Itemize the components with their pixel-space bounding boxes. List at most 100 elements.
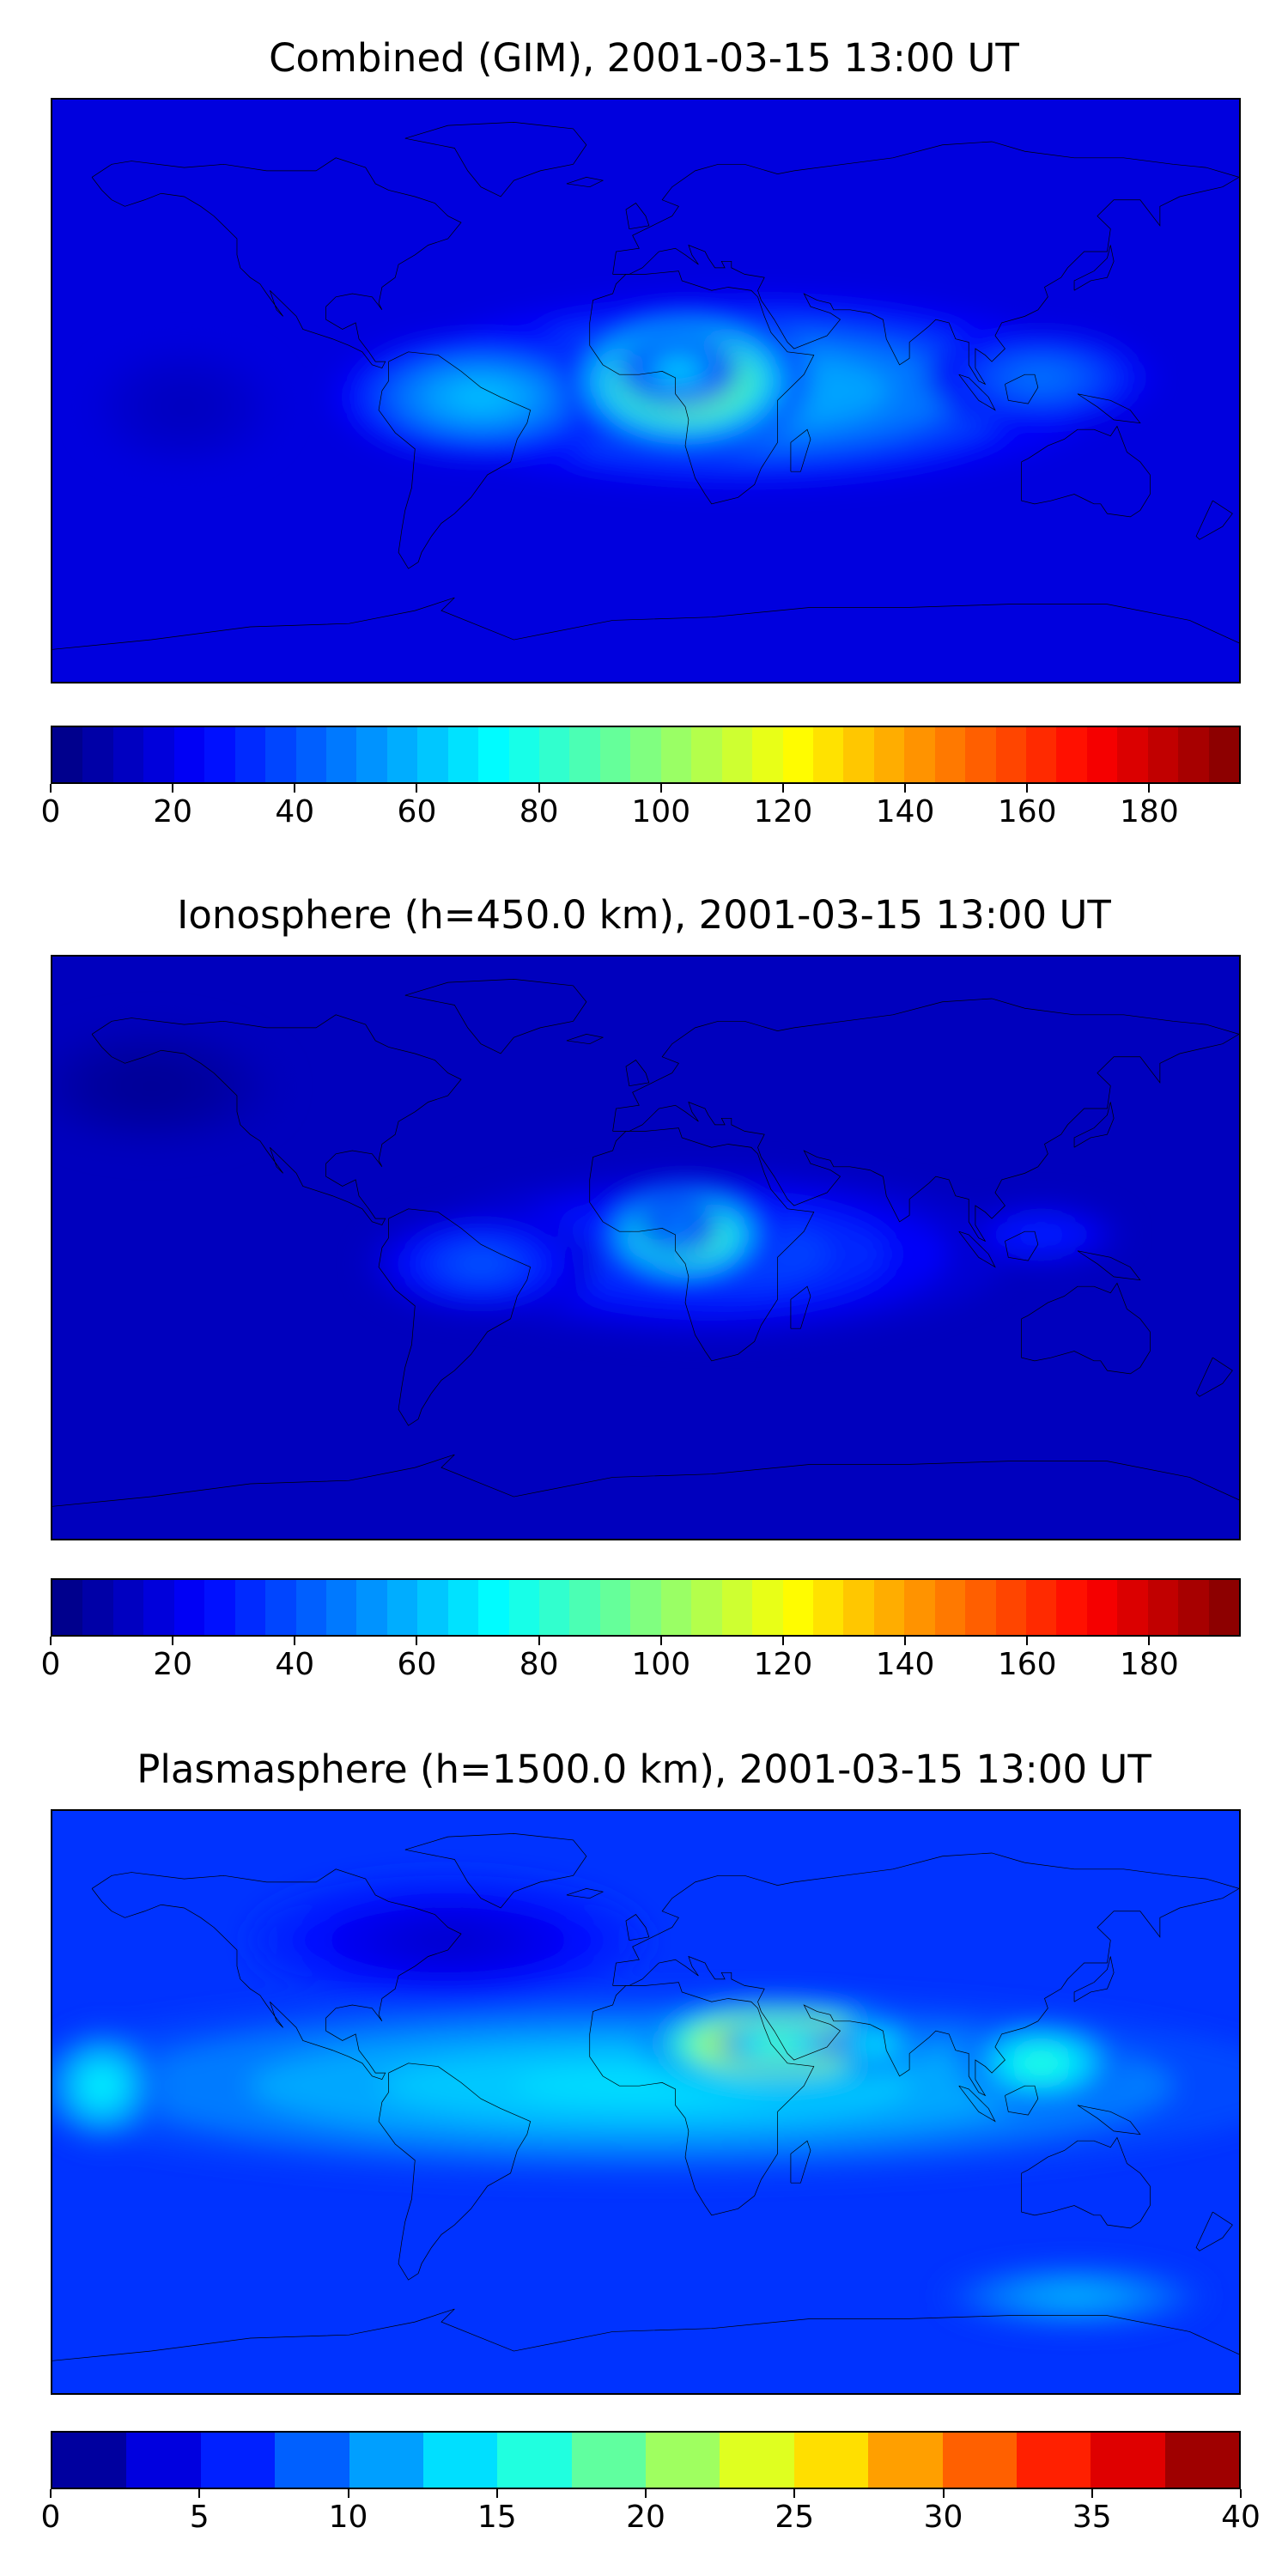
coastline: [405, 979, 586, 1054]
coastline: [791, 429, 811, 471]
coastline: [1196, 501, 1232, 539]
colorbar-tick-label: 15: [477, 2500, 517, 2535]
colorbar-swatch: [508, 727, 539, 782]
colorbar-swatch: [904, 1580, 935, 1635]
colorbar-tick-label: 25: [775, 2500, 815, 2535]
colorbar-swatch: [812, 727, 844, 782]
colorbar-tick-label: 60: [397, 794, 437, 829]
colorbar-swatch: [82, 1580, 113, 1635]
colorbar-tick-mark: [659, 1637, 662, 1645]
colorbar-swatch: [265, 1580, 296, 1635]
coastline: [52, 1455, 1239, 1506]
colorbar-tick-mark: [1148, 784, 1151, 793]
colorbar-swatch: [942, 2433, 1017, 2488]
heatmap-ionosphere: [52, 957, 1239, 1539]
colorbar-swatch: [1147, 727, 1179, 782]
colorbar-swatch: [782, 1580, 813, 1635]
tec-field: [85, 294, 1157, 488]
colorbar-tick-mark: [1091, 2489, 1093, 2498]
colorbar-swatch: [275, 2433, 349, 2488]
colorbar-swatch: [386, 1580, 418, 1635]
colorbar-tick-mark: [416, 784, 418, 793]
colorbar-swatch: [569, 727, 600, 782]
heatmap-plasmasphere: [52, 1811, 1239, 2393]
colorbar-tick-label: 80: [519, 1647, 559, 1682]
colorbar-tick-label: 0: [40, 2500, 61, 2535]
colorbar-swatch: [1086, 1580, 1118, 1635]
colorbar-swatch: [1117, 727, 1148, 782]
coastline: [613, 1853, 1239, 2096]
tec-contour: [1024, 2055, 1058, 2072]
colorbar-swatch: [1117, 1580, 1148, 1635]
colorbar-swatch: [126, 2433, 201, 2488]
tec-contour: [765, 2038, 790, 2049]
coastlines: [52, 1833, 1239, 2360]
colorbar-tick-mark: [347, 2489, 349, 2498]
colorbar-swatch: [934, 727, 966, 782]
colorbar-tick-mark: [294, 784, 296, 793]
coastline: [1005, 374, 1037, 404]
colorbar-swatch: [1056, 727, 1087, 782]
map-plasmasphere: [51, 1809, 1241, 2395]
colorbar-swatch: [1164, 2433, 1239, 2488]
colorbar-tick-mark: [659, 784, 662, 793]
colorbar-swatch: [793, 2433, 869, 2488]
colorbar-swatch: [234, 1580, 266, 1635]
heatmap-combined: [52, 100, 1239, 682]
colorbar-tick-mark: [50, 784, 52, 793]
colorbar-swatch: [478, 1580, 509, 1635]
tec-contour: [671, 1223, 687, 1234]
colorbar-swatch: [1178, 727, 1209, 782]
colorbar-swatch: [843, 1580, 874, 1635]
colorbar-swatch: [204, 1580, 235, 1635]
colorbar-swatch: [1178, 1580, 1209, 1635]
colorbar-swatch: [691, 1580, 722, 1635]
colorbar-tick-mark: [942, 2489, 945, 2498]
colorbar-swatch: [265, 727, 296, 782]
coastline: [1005, 1231, 1037, 1261]
colorbar-swatch: [569, 1580, 600, 1635]
colorbar-swatch: [599, 1580, 631, 1635]
colorbar-tick-label: 100: [631, 794, 691, 829]
colorbar-swatch: [386, 727, 418, 782]
coastline: [626, 1060, 649, 1086]
colorbar-swatch: [965, 1580, 996, 1635]
coastline: [613, 142, 1239, 385]
coastline: [92, 1015, 461, 1225]
tec-contour: [1024, 1228, 1058, 1242]
coastline: [405, 122, 586, 197]
colorbar-tick-label: 40: [275, 794, 315, 829]
colorbar-tick-label: 180: [1120, 1647, 1179, 1682]
colorbar-swatch: [447, 727, 479, 782]
colorbar-tick-mark: [1148, 1637, 1151, 1645]
colorbar-plasmasphere: [51, 2431, 1241, 2489]
colorbar-swatch: [112, 727, 144, 782]
coastline: [1074, 246, 1114, 291]
coastline: [92, 158, 461, 368]
colorbar-swatch: [539, 727, 570, 782]
tec-contour: [164, 393, 204, 420]
coastline: [1196, 2212, 1232, 2251]
map-ionosphere: [51, 955, 1241, 1540]
colorbar-swatch: [1026, 1580, 1057, 1635]
coastline: [52, 598, 1239, 649]
coastline: [1005, 2086, 1037, 2115]
colorbar-swatch: [843, 727, 874, 782]
colorbar-swatch: [1208, 1580, 1239, 1635]
coastline: [1196, 1358, 1232, 1396]
colorbar-swatch: [630, 1580, 661, 1635]
tec-field: [52, 1875, 1239, 2329]
colorbar-swatch: [204, 727, 235, 782]
coastline: [1022, 2137, 1151, 2227]
coastlines: [52, 122, 1239, 649]
colorbar-tick-mark: [50, 1637, 52, 1645]
colorbar-tick-label: 160: [997, 1647, 1057, 1682]
coastline: [567, 1034, 603, 1043]
colorbar-tick-mark: [781, 784, 784, 793]
tec-field: [52, 1021, 1124, 1339]
colorbar-swatch: [508, 1580, 539, 1635]
coastline: [1074, 1103, 1114, 1148]
colorbar-swatch: [904, 727, 935, 782]
colorbar-swatch: [356, 1580, 387, 1635]
coastline: [1078, 1251, 1140, 1280]
